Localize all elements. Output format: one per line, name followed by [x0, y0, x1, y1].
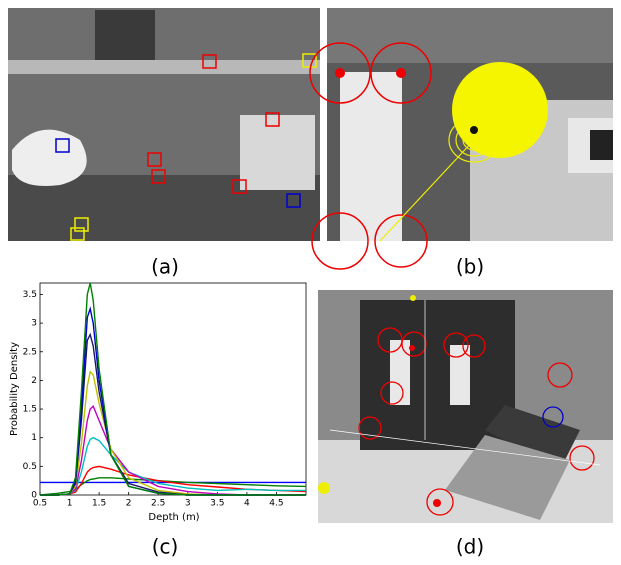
x-tick-label: 1 — [67, 499, 73, 509]
x-axis-label: Depth (m) — [148, 512, 199, 523]
y-tick-label: 0.5 — [23, 462, 37, 472]
x-tick-label: 1.5 — [92, 499, 106, 509]
y-tick-label: 2.5 — [23, 347, 37, 357]
x-tick-label: 2 — [126, 499, 132, 509]
x-tick-label: 3 — [185, 499, 191, 509]
y-tick-label: 2 — [31, 376, 37, 386]
photo-a — [8, 8, 320, 241]
panel-label: (a) — [151, 255, 179, 279]
photo-b — [310, 8, 613, 269]
x-tick-label: 3.5 — [210, 499, 224, 509]
plot-frame — [40, 283, 306, 495]
panel-label: (b) — [456, 255, 484, 279]
x-tick-label: 2.5 — [151, 499, 165, 509]
panel-label: (c) — [152, 535, 179, 559]
x-tick-label: 4.5 — [269, 499, 283, 509]
panel-label: (d) — [456, 535, 484, 559]
y-tick-label: 3.5 — [23, 290, 37, 300]
y-tick-label: 1.5 — [23, 405, 37, 415]
photo-d — [318, 290, 613, 523]
figure: (a) (b) (c) (d) Depth (m) Probability De… — [0, 0, 621, 565]
y-tick-label: 1 — [31, 433, 37, 443]
y-axis-label: Probability Density — [9, 342, 20, 436]
y-tick-label: 0 — [31, 491, 37, 501]
x-tick-label: 4 — [244, 499, 250, 509]
y-tick-label: 3 — [31, 319, 37, 329]
figure-canvas: (a) (b) (c) (d) Depth (m) Probability De… — [0, 0, 621, 565]
